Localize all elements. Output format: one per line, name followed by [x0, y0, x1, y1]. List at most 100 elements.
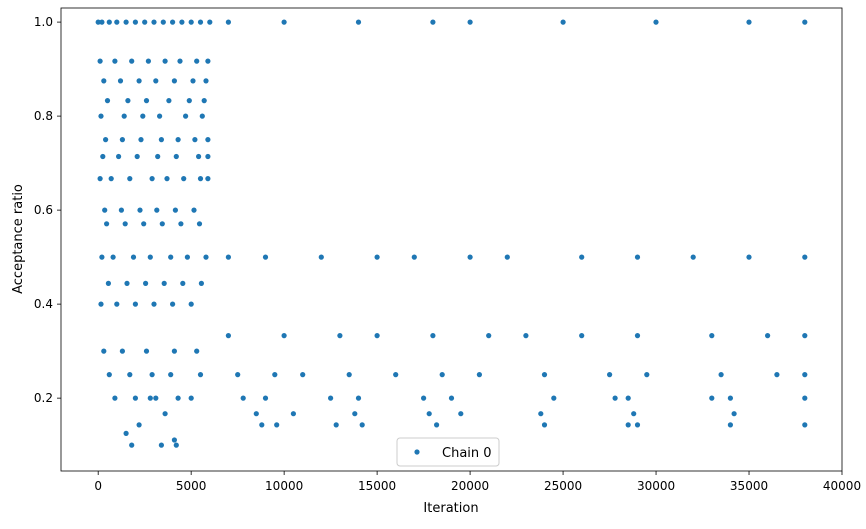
- data-point: [155, 153, 161, 160]
- data-point: [634, 254, 641, 260]
- data-point: [727, 395, 734, 401]
- data-point: [430, 19, 436, 25]
- data-point: [253, 411, 259, 417]
- plot-area: [61, 8, 842, 471]
- data-point: [136, 422, 142, 428]
- data-point: [161, 280, 167, 286]
- data-point: [634, 422, 641, 428]
- data-point: [541, 422, 548, 428]
- data-point: [579, 254, 585, 260]
- y-tick-label: 0.8: [34, 109, 53, 123]
- data-point: [164, 176, 170, 182]
- data-point: [151, 19, 157, 25]
- data-point: [198, 280, 204, 286]
- data-point: [186, 98, 192, 104]
- data-point: [201, 98, 207, 104]
- data-point: [147, 254, 153, 260]
- data-point: [168, 372, 174, 378]
- data-point: [355, 19, 362, 25]
- data-point: [765, 333, 771, 339]
- data-point: [411, 254, 417, 260]
- x-tick-label: 5000: [176, 479, 207, 493]
- data-point: [98, 113, 104, 119]
- data-point: [467, 254, 473, 260]
- data-point: [104, 98, 111, 104]
- data-point: [162, 58, 168, 64]
- data-point: [197, 372, 204, 378]
- data-point: [137, 207, 143, 213]
- data-point: [122, 221, 128, 227]
- data-point: [149, 176, 155, 182]
- data-point: [151, 301, 157, 307]
- data-point: [727, 422, 734, 428]
- data-point: [142, 19, 148, 25]
- data-point: [97, 176, 103, 182]
- data-point: [199, 113, 205, 119]
- data-point: [458, 411, 464, 417]
- data-point: [104, 221, 110, 227]
- data-point: [141, 221, 147, 227]
- data-point: [129, 442, 135, 448]
- data-point: [97, 58, 103, 64]
- data-point: [774, 372, 780, 378]
- data-point: [112, 395, 118, 401]
- data-point: [203, 254, 209, 260]
- data-point: [157, 113, 163, 119]
- data-point: [225, 333, 231, 339]
- data-point: [127, 176, 133, 182]
- data-point: [538, 411, 544, 417]
- data-point: [197, 176, 204, 182]
- x-axis-label: Iteration: [423, 501, 478, 516]
- legend: Chain 0: [396, 437, 500, 467]
- data-point: [178, 221, 184, 227]
- data-point: [374, 254, 380, 260]
- data-point: [108, 176, 114, 182]
- data-point: [101, 348, 107, 354]
- data-point: [99, 254, 105, 260]
- data-point: [119, 137, 125, 143]
- data-point: [184, 254, 190, 260]
- data-point: [106, 19, 112, 25]
- data-point: [467, 19, 473, 25]
- legend-label-chain-0: Chain 0: [442, 446, 492, 461]
- data-point: [430, 333, 436, 339]
- data-point: [802, 333, 808, 339]
- plot-frame: [60, 7, 843, 472]
- data-point: [132, 19, 138, 25]
- data-point: [143, 98, 150, 104]
- data-point: [612, 395, 618, 401]
- data-point: [709, 333, 715, 339]
- data-point: [106, 372, 112, 378]
- data-point: [154, 207, 160, 213]
- data-point: [240, 395, 246, 401]
- data-point: [153, 395, 159, 401]
- data-point: [132, 395, 138, 401]
- data-point: [802, 395, 808, 401]
- data-point: [119, 348, 125, 354]
- data-point: [162, 411, 168, 417]
- data-point: [188, 395, 194, 401]
- data-point: [160, 19, 166, 25]
- y-tick-label: 1.0: [34, 15, 53, 29]
- data-point: [746, 19, 752, 25]
- data-point: [110, 254, 116, 260]
- data-point: [205, 58, 211, 64]
- data-point: [95, 19, 101, 25]
- data-point: [355, 395, 362, 401]
- data-point: [171, 437, 177, 443]
- data-point: [117, 78, 124, 84]
- x-tick-label: 25000: [544, 479, 582, 493]
- data-point: [802, 372, 808, 378]
- data-point: [205, 153, 211, 160]
- data-point: [802, 19, 808, 25]
- data-point: [259, 422, 265, 428]
- y-tick-label: 0.6: [34, 203, 53, 217]
- data-point: [102, 207, 108, 213]
- data-point: [579, 333, 585, 339]
- data-point: [130, 254, 137, 260]
- x-tick-label: 15000: [358, 479, 396, 493]
- data-point: [172, 207, 178, 213]
- data-point: [352, 411, 358, 417]
- data-point: [476, 372, 482, 378]
